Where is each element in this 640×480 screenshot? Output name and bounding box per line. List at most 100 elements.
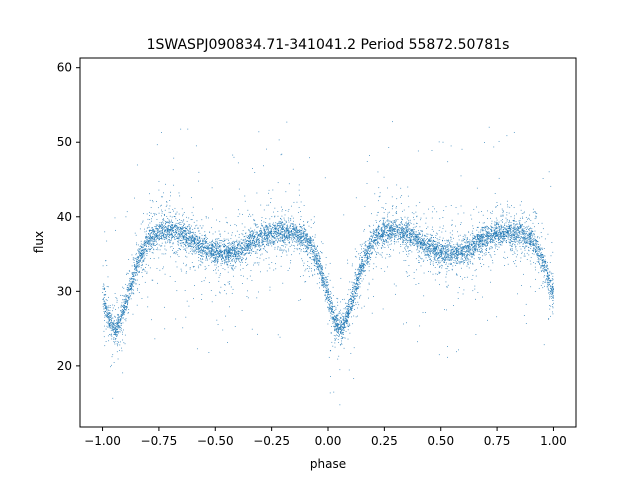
- data-point: [514, 219, 515, 221]
- data-point: [476, 239, 478, 241]
- data-point: [469, 252, 471, 254]
- data-point: [134, 266, 135, 267]
- data-point: [160, 231, 162, 233]
- data-point: [512, 241, 513, 242]
- data-point: [421, 258, 423, 260]
- data-point: [190, 227, 191, 229]
- data-point: [459, 244, 461, 246]
- data-point: [294, 234, 296, 236]
- data-point: [342, 318, 344, 320]
- data-point: [119, 310, 121, 312]
- data-point: [105, 314, 107, 315]
- data-point: [360, 263, 362, 265]
- data-point: [363, 242, 365, 244]
- data-point: [328, 310, 330, 312]
- data-point: [379, 236, 381, 237]
- data-point: [390, 243, 392, 245]
- data-point: [197, 227, 198, 229]
- data-point: [297, 230, 299, 232]
- data-point: [253, 236, 254, 237]
- data-point: [491, 233, 493, 234]
- data-point: [139, 259, 140, 261]
- data-point: [182, 231, 184, 233]
- data-point: [277, 231, 279, 233]
- data-point: [532, 222, 534, 224]
- data-point: [107, 321, 109, 323]
- data-point: [283, 242, 284, 243]
- data-point: [478, 249, 480, 250]
- data-point: [397, 241, 399, 243]
- data-point: [489, 248, 490, 250]
- data-point: [328, 307, 330, 309]
- data-point: [157, 234, 159, 236]
- data-point: [149, 249, 150, 250]
- data-point: [122, 312, 124, 314]
- data-point: [202, 250, 204, 251]
- data-point: [278, 227, 280, 229]
- data-point: [377, 238, 379, 240]
- data-point: [171, 234, 173, 235]
- data-point: [214, 257, 216, 259]
- data-point: [542, 178, 544, 179]
- data-point: [189, 233, 191, 235]
- data-point: [110, 325, 112, 327]
- data-point: [353, 293, 355, 295]
- data-point: [169, 230, 171, 232]
- data-point: [238, 257, 240, 259]
- data-point: [281, 235, 283, 237]
- data-point: [250, 270, 252, 271]
- data-point: [437, 243, 439, 245]
- data-point: [105, 302, 107, 304]
- data-point: [484, 142, 485, 143]
- data-point: [498, 243, 500, 245]
- data-point: [171, 216, 173, 218]
- data-point: [265, 222, 267, 223]
- data-point: [387, 214, 388, 216]
- data-point: [299, 244, 301, 246]
- data-point: [383, 230, 385, 232]
- data-point: [399, 232, 400, 234]
- data-point: [503, 231, 504, 232]
- data-point: [369, 256, 370, 257]
- data-point: [317, 253, 319, 254]
- data-point: [188, 226, 190, 227]
- data-point: [391, 226, 393, 228]
- data-point: [295, 227, 297, 229]
- data-point: [220, 286, 222, 288]
- data-point: [498, 241, 500, 243]
- data-point: [227, 222, 228, 224]
- data-point: [174, 252, 176, 254]
- data-point: [363, 261, 365, 262]
- data-point: [188, 236, 190, 238]
- data-point: [213, 255, 215, 256]
- data-point: [178, 233, 180, 235]
- data-point: [169, 229, 171, 230]
- data-point: [519, 217, 521, 219]
- data-point: [174, 225, 176, 227]
- data-point: [125, 216, 127, 218]
- data-point: [162, 236, 164, 238]
- data-point: [383, 231, 385, 233]
- data-point: [307, 248, 308, 250]
- data-point: [208, 251, 210, 252]
- data-point: [192, 239, 194, 240]
- data-point: [211, 243, 213, 245]
- data-point: [341, 324, 342, 326]
- data-point: [340, 328, 342, 329]
- data-point: [318, 253, 320, 255]
- data-point: [197, 251, 199, 252]
- data-point: [530, 241, 532, 243]
- data-point: [475, 246, 477, 248]
- data-point: [474, 236, 476, 238]
- data-point: [266, 204, 268, 206]
- data-point: [338, 326, 340, 328]
- data-point: [533, 234, 535, 236]
- data-point: [456, 274, 458, 276]
- data-point: [324, 290, 326, 292]
- data-point: [159, 225, 161, 227]
- data-point: [313, 259, 315, 261]
- data-point: [292, 228, 294, 230]
- data-point: [347, 303, 349, 305]
- data-point: [418, 233, 420, 235]
- data-point: [164, 215, 165, 216]
